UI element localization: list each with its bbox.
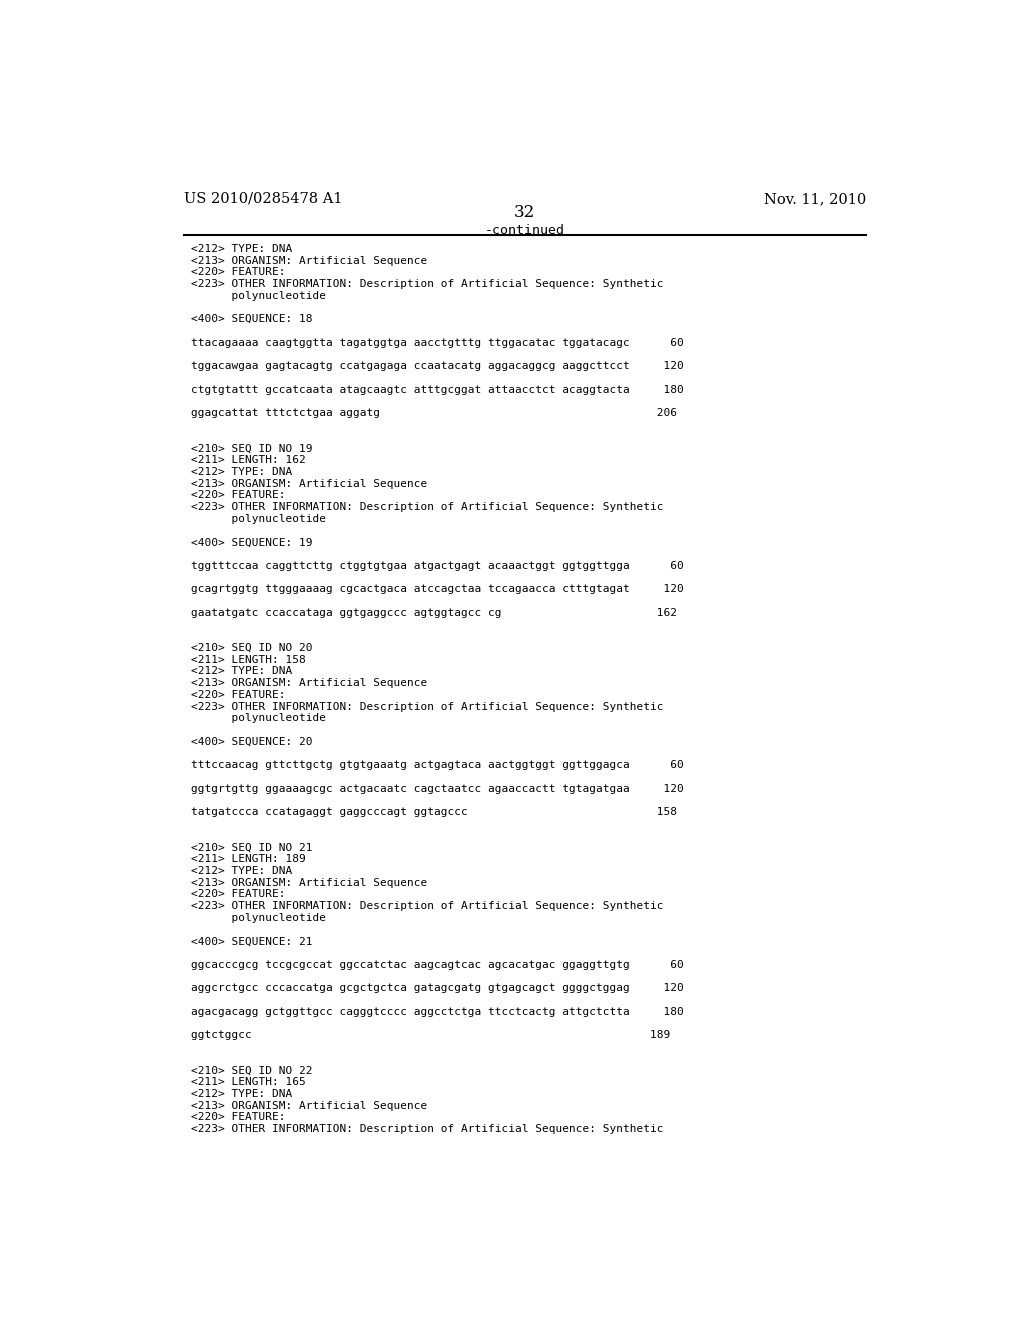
Text: <213> ORGANISM: Artificial Sequence: <213> ORGANISM: Artificial Sequence [191, 479, 428, 488]
Text: <212> TYPE: DNA: <212> TYPE: DNA [191, 467, 293, 477]
Text: <400> SEQUENCE: 19: <400> SEQUENCE: 19 [191, 537, 313, 548]
Text: ggtctggcc                                                           189: ggtctggcc 189 [191, 1031, 671, 1040]
Text: <400> SEQUENCE: 18: <400> SEQUENCE: 18 [191, 314, 313, 325]
Text: 32: 32 [514, 205, 536, 222]
Text: gaatatgatc ccaccataga ggtgaggccc agtggtagcc cg                       162: gaatatgatc ccaccataga ggtgaggccc agtggta… [191, 607, 678, 618]
Text: aggcrctgcc cccaccatga gcgctgctca gatagcgatg gtgagcagct ggggctggag     120: aggcrctgcc cccaccatga gcgctgctca gatagcg… [191, 983, 684, 994]
Text: <211> LENGTH: 162: <211> LENGTH: 162 [191, 455, 306, 465]
Text: <210> SEQ ID NO 19: <210> SEQ ID NO 19 [191, 444, 313, 453]
Text: Nov. 11, 2010: Nov. 11, 2010 [764, 191, 866, 206]
Text: <213> ORGANISM: Artificial Sequence: <213> ORGANISM: Artificial Sequence [191, 678, 428, 688]
Text: polynucleotide: polynucleotide [191, 713, 327, 723]
Text: tggacawgaa gagtacagtg ccatgagaga ccaatacatg aggacaggcg aaggcttcct     120: tggacawgaa gagtacagtg ccatgagaga ccaatac… [191, 362, 684, 371]
Text: tttccaacag gttcttgctg gtgtgaaatg actgagtaca aactggtggt ggttggagca      60: tttccaacag gttcttgctg gtgtgaaatg actgagt… [191, 760, 684, 771]
Text: <211> LENGTH: 189: <211> LENGTH: 189 [191, 854, 306, 865]
Text: tatgatccca ccatagaggt gaggcccagt ggtagccc                            158: tatgatccca ccatagaggt gaggcccagt ggtagcc… [191, 808, 678, 817]
Text: ggtgrtgttg ggaaaagcgc actgacaatc cagctaatcc agaaccactt tgtagatgaa     120: ggtgrtgttg ggaaaagcgc actgacaatc cagctaa… [191, 784, 684, 793]
Text: <400> SEQUENCE: 21: <400> SEQUENCE: 21 [191, 936, 313, 946]
Text: <220> FEATURE:: <220> FEATURE: [191, 890, 286, 899]
Text: polynucleotide: polynucleotide [191, 513, 327, 524]
Text: <223> OTHER INFORMATION: Description of Artificial Sequence: Synthetic: <223> OTHER INFORMATION: Description of … [191, 502, 664, 512]
Text: <220> FEATURE:: <220> FEATURE: [191, 1113, 286, 1122]
Text: ggcacccgcg tccgcgccat ggccatctac aagcagtcac agcacatgac ggaggttgtg      60: ggcacccgcg tccgcgccat ggccatctac aagcagt… [191, 960, 684, 970]
Text: <223> OTHER INFORMATION: Description of Artificial Sequence: Synthetic: <223> OTHER INFORMATION: Description of … [191, 702, 664, 711]
Text: <213> ORGANISM: Artificial Sequence: <213> ORGANISM: Artificial Sequence [191, 256, 428, 265]
Text: <213> ORGANISM: Artificial Sequence: <213> ORGANISM: Artificial Sequence [191, 1101, 428, 1110]
Text: tggtttccaa caggttcttg ctggtgtgaa atgactgagt acaaactggt ggtggttgga      60: tggtttccaa caggttcttg ctggtgtgaa atgactg… [191, 561, 684, 570]
Text: agacgacagg gctggttgcc cagggtcccc aggcctctga ttcctcactg attgctctta     180: agacgacagg gctggttgcc cagggtcccc aggcctc… [191, 1007, 684, 1016]
Text: <212> TYPE: DNA: <212> TYPE: DNA [191, 866, 293, 876]
Text: ctgtgtattt gccatcaata atagcaagtc atttgcggat attaacctct acaggtacta     180: ctgtgtattt gccatcaata atagcaagtc atttgcg… [191, 384, 684, 395]
Text: <210> SEQ ID NO 20: <210> SEQ ID NO 20 [191, 643, 313, 653]
Text: US 2010/0285478 A1: US 2010/0285478 A1 [183, 191, 342, 206]
Text: <212> TYPE: DNA: <212> TYPE: DNA [191, 1089, 293, 1100]
Text: <223> OTHER INFORMATION: Description of Artificial Sequence: Synthetic: <223> OTHER INFORMATION: Description of … [191, 902, 664, 911]
Text: <223> OTHER INFORMATION: Description of Artificial Sequence: Synthetic: <223> OTHER INFORMATION: Description of … [191, 279, 664, 289]
Text: ttacagaaaa caagtggtta tagatggtga aacctgtttg ttggacatac tggatacagc      60: ttacagaaaa caagtggtta tagatggtga aacctgt… [191, 338, 684, 347]
Text: gcagrtggtg ttgggaaaag cgcactgaca atccagctaa tccagaacca ctttgtagat     120: gcagrtggtg ttgggaaaag cgcactgaca atccagc… [191, 585, 684, 594]
Text: <211> LENGTH: 165: <211> LENGTH: 165 [191, 1077, 306, 1088]
Text: -continued: -continued [484, 224, 565, 238]
Text: polynucleotide: polynucleotide [191, 913, 327, 923]
Text: ggagcattat tttctctgaa aggatg                                         206: ggagcattat tttctctgaa aggatg 206 [191, 408, 678, 418]
Text: <211> LENGTH: 158: <211> LENGTH: 158 [191, 655, 306, 665]
Text: <400> SEQUENCE: 20: <400> SEQUENCE: 20 [191, 737, 313, 747]
Text: <210> SEQ ID NO 21: <210> SEQ ID NO 21 [191, 842, 313, 853]
Text: <220> FEATURE:: <220> FEATURE: [191, 490, 286, 500]
Text: polynucleotide: polynucleotide [191, 290, 327, 301]
Text: <212> TYPE: DNA: <212> TYPE: DNA [191, 244, 293, 253]
Text: <220> FEATURE:: <220> FEATURE: [191, 690, 286, 700]
Text: <220> FEATURE:: <220> FEATURE: [191, 267, 286, 277]
Text: <212> TYPE: DNA: <212> TYPE: DNA [191, 667, 293, 676]
Text: <210> SEQ ID NO 22: <210> SEQ ID NO 22 [191, 1065, 313, 1076]
Text: <223> OTHER INFORMATION: Description of Artificial Sequence: Synthetic: <223> OTHER INFORMATION: Description of … [191, 1125, 664, 1134]
Text: <213> ORGANISM: Artificial Sequence: <213> ORGANISM: Artificial Sequence [191, 878, 428, 888]
